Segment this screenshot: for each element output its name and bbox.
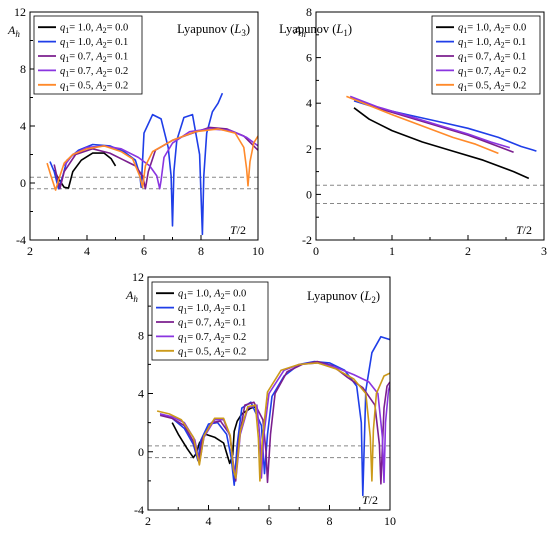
x-tick-label: 2 (465, 244, 471, 258)
x-tick-label: 4 (84, 244, 90, 258)
y-tick-label: 12 (132, 270, 144, 284)
x-tick-label: 2 (145, 514, 151, 528)
chart-panel-3: 2 4 6 8 10 -4 0 4 8 12 Ah T/2 Lyapunov (L2) q1= 1.0, … (125, 270, 396, 528)
x-axis-label-1: T/2 (230, 223, 246, 237)
legend: q1= 1.0, A2= 0.0q1= 1.0, A2= 0.1 q1= 0.7,… (151, 281, 269, 361)
legend-label-2: q1= 1.0, A2= 0.1 (178, 303, 246, 316)
legend-label-3: q1= 0.7, A2= 0.1 (60, 52, 128, 65)
series-group (346, 95, 537, 180)
series-line-2 (49, 92, 224, 236)
chart-title-2: Lyapunov (L1) (279, 22, 352, 38)
legend: q1= 1.0, A2= 0.0q1= 1.0, A2= 0.1 q1= 0.7,… (431, 15, 541, 95)
legend-box (33, 15, 143, 95)
series-line-1 (53, 152, 117, 189)
y-axis-label-2: Ah (293, 23, 306, 39)
y-tick-label: -4 (16, 233, 26, 247)
x-tick-label: 8 (198, 244, 204, 258)
legend-label-4: q1= 0.7, A2= 0.2 (458, 66, 526, 79)
series-group (46, 92, 258, 236)
series-line-5 (46, 128, 258, 191)
series-line-4 (63, 128, 258, 190)
y-tick-label: -4 (134, 503, 144, 517)
x-tick-label: 8 (327, 514, 333, 528)
series-line-5 (156, 362, 390, 482)
y-tick-label: 4 (138, 387, 144, 401)
legend-box (431, 15, 541, 95)
x-tick-label: 3 (541, 244, 547, 258)
x-tick-label: 0 (313, 244, 319, 258)
chart-title-1: Lyapunov (L3) (177, 22, 250, 38)
x-tick-label: 10 (384, 514, 396, 528)
x-tick-label: 6 (141, 244, 147, 258)
legend-box (151, 281, 269, 361)
legend-label-4: q1= 0.7, A2= 0.2 (60, 66, 128, 79)
legend-label-5: q1= 0.5, A2= 0.2 (458, 80, 526, 93)
legend: q1= 1.0, A2= 0.0q1= 1.0, A2= 0.1 q1= 0.7,… (33, 15, 143, 95)
legend-label-4: q1= 0.7, A2= 0.2 (178, 332, 246, 345)
y-tick-label: 0 (306, 187, 312, 201)
series-line-4 (349, 95, 511, 149)
y-tick-label: 6 (306, 51, 312, 65)
chart-panel-1: 2 4 6 8 10 -4 0 4 8 12 Ah T/2 Lyapunov (L3) q1= 1.0, … (7, 5, 264, 258)
series-line-5 (346, 95, 499, 155)
legend-label-3: q1= 0.7, A2= 0.1 (458, 52, 526, 65)
y-axis-label-1: Ah (7, 23, 20, 39)
y-tick-label: -2 (302, 233, 312, 247)
y-tick-label: 8 (20, 62, 26, 76)
legend-label-1: q1= 1.0, A2= 0.0 (458, 23, 526, 36)
legend-label-5: q1= 0.5, A2= 0.2 (60, 80, 128, 93)
series-group (156, 335, 390, 497)
y-tick-label: 0 (138, 445, 144, 459)
y-tick-label: 12 (14, 5, 26, 19)
y-tick-label: 4 (20, 119, 26, 133)
x-tick-label: 4 (206, 514, 212, 528)
x-axis-label-3: T/2 (362, 493, 378, 507)
x-tick-label: 10 (252, 244, 264, 258)
legend-label-5: q1= 0.5, A2= 0.2 (178, 346, 246, 359)
y-axis-label-3: Ah (125, 288, 138, 304)
series-line-1 (353, 107, 530, 180)
x-axis-label-2: T/2 (516, 223, 532, 237)
legend-label-2: q1= 1.0, A2= 0.1 (458, 37, 526, 50)
y-tick-label: 8 (306, 5, 312, 19)
x-tick-label: 1 (389, 244, 395, 258)
legend-label-2: q1= 1.0, A2= 0.1 (60, 37, 128, 50)
y-tick-label: 0 (20, 176, 26, 190)
legend-label-1: q1= 1.0, A2= 0.0 (178, 289, 246, 302)
legend-label-1: q1= 1.0, A2= 0.0 (60, 23, 128, 36)
x-tick-label: 2 (27, 244, 33, 258)
x-tick-label: 6 (266, 514, 272, 528)
series-line-1 (171, 405, 258, 465)
chart-title-3: Lyapunov (L2) (307, 289, 380, 305)
y-tick-label: 2 (306, 142, 312, 156)
y-tick-label: 8 (138, 328, 144, 342)
legend-label-3: q1= 0.7, A2= 0.1 (178, 318, 246, 331)
y-tick-label: 4 (306, 96, 312, 110)
series-line-2 (159, 335, 390, 497)
